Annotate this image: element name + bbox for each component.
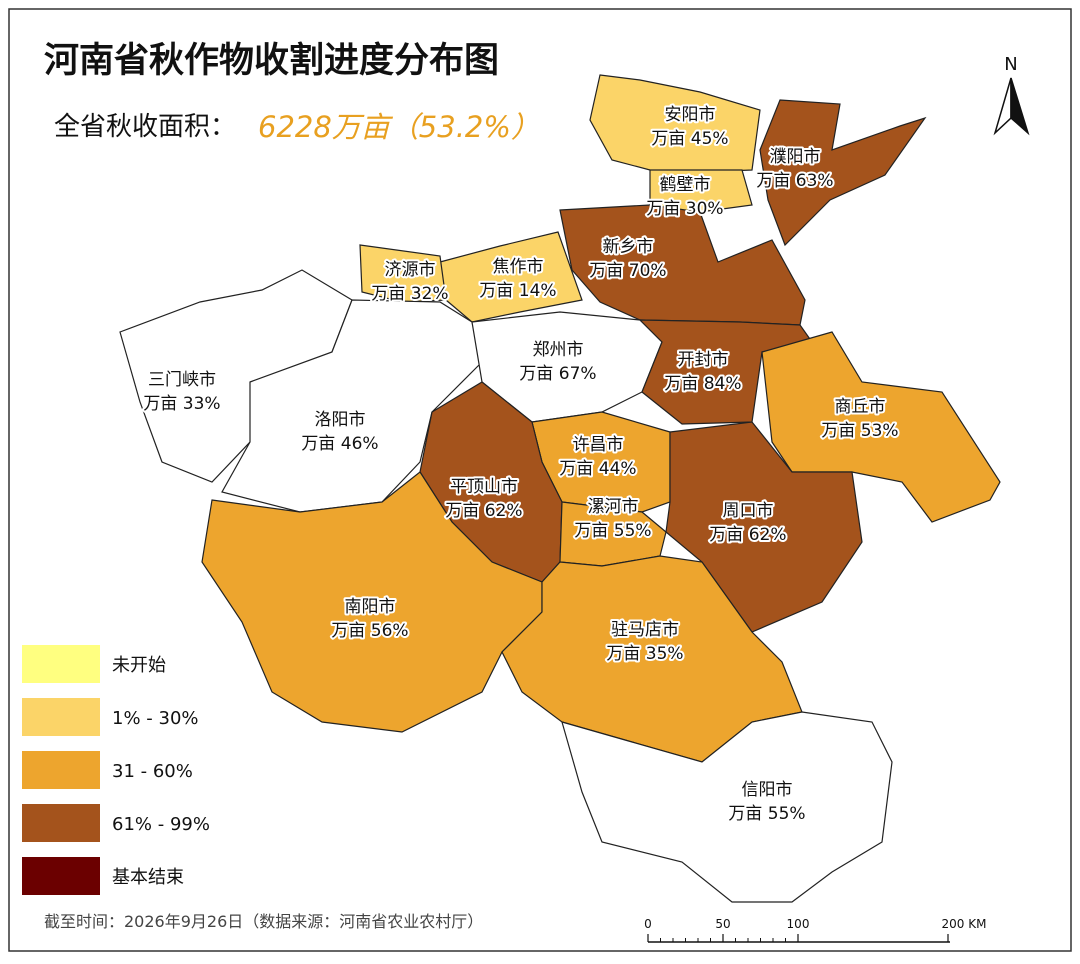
city-name: 周口市 xyxy=(723,501,774,521)
city-value: 万亩 84% xyxy=(664,374,741,394)
city-name: 濮阳市 xyxy=(770,147,821,167)
city-name: 平顶山市 xyxy=(450,477,518,497)
legend-label: 31 - 60% xyxy=(112,761,193,782)
legend-swatch xyxy=(22,751,100,789)
city-value: 万亩 30% xyxy=(646,199,723,219)
city-value: 万亩 14% xyxy=(479,281,556,301)
city-value: 万亩 63% xyxy=(756,171,833,191)
city-region xyxy=(439,231,583,323)
city-region xyxy=(561,711,893,903)
legend-swatch xyxy=(22,804,100,842)
north-label: N xyxy=(1004,54,1017,75)
subtitle-value: 6228万亩（53.2%） xyxy=(258,110,540,144)
city-value: 万亩 56% xyxy=(331,621,408,641)
legend-swatch xyxy=(22,698,100,736)
city-value: 万亩 67% xyxy=(519,364,596,384)
city-region xyxy=(359,244,447,303)
legend-label: 61% - 99% xyxy=(112,814,210,835)
legend-label: 基本结束 xyxy=(112,867,184,888)
city-name: 南阳市 xyxy=(345,597,396,617)
scale-label: 100 xyxy=(787,917,810,931)
city-name: 鹤壁市 xyxy=(660,175,711,195)
city-name: 许昌市 xyxy=(573,435,624,455)
city-value: 万亩 62% xyxy=(709,525,786,545)
legend-label: 未开始 xyxy=(112,655,166,676)
legend: 未开始 1% - 30% 31 - 60% 61% - 99% 基本结束 xyxy=(22,645,210,895)
city-value: 万亩 70% xyxy=(589,261,666,281)
city-name: 安阳市 xyxy=(665,105,716,125)
city-value: 万亩 62% xyxy=(445,501,522,521)
scale-bar: 0 50 100 200 KM xyxy=(644,917,987,943)
city-name: 三门峡市 xyxy=(148,370,216,390)
scale-label: 0 xyxy=(644,917,652,931)
north-arrow-right xyxy=(1010,77,1030,136)
legend-label: 1% - 30% xyxy=(112,708,199,729)
footer-note: 截至时间：2026年9月26日（数据来源：河南省农业农村厅） xyxy=(44,912,483,931)
city-name: 信阳市 xyxy=(742,780,793,800)
city-name: 洛阳市 xyxy=(315,410,366,430)
city-name: 开封市 xyxy=(678,350,729,370)
city-name: 济源市 xyxy=(385,260,436,280)
city-value: 万亩 32% xyxy=(371,284,448,304)
city-name: 焦作市 xyxy=(493,257,544,277)
city-value: 万亩 45% xyxy=(651,129,728,149)
city-name: 驻马店市 xyxy=(611,620,679,640)
city-name: 漯河市 xyxy=(588,497,639,517)
city-region xyxy=(759,99,927,247)
city-name: 郑州市 xyxy=(533,340,584,360)
city-value: 万亩 33% xyxy=(143,394,220,414)
regions xyxy=(119,74,1001,903)
scale-label: 200 KM xyxy=(942,917,987,931)
city-value: 万亩 55% xyxy=(728,804,805,824)
city-region xyxy=(638,319,814,425)
city-value: 万亩 44% xyxy=(559,459,636,479)
city-value: 万亩 55% xyxy=(574,521,651,541)
north-arrow: N xyxy=(993,54,1030,136)
subtitle-label: 全省秋收面积： xyxy=(54,112,236,142)
city-name: 商丘市 xyxy=(835,397,886,417)
city-region xyxy=(649,169,753,213)
city-value: 万亩 46% xyxy=(301,434,378,454)
legend-swatch xyxy=(22,645,100,683)
city-value: 万亩 53% xyxy=(821,421,898,441)
map-title: 河南省秋作物收割进度分布图 xyxy=(44,41,499,81)
legend-swatch xyxy=(22,857,100,895)
city-value: 万亩 35% xyxy=(606,644,683,664)
scale-label: 50 xyxy=(715,917,730,931)
city-region xyxy=(559,204,806,326)
city-name: 新乡市 xyxy=(603,237,654,257)
